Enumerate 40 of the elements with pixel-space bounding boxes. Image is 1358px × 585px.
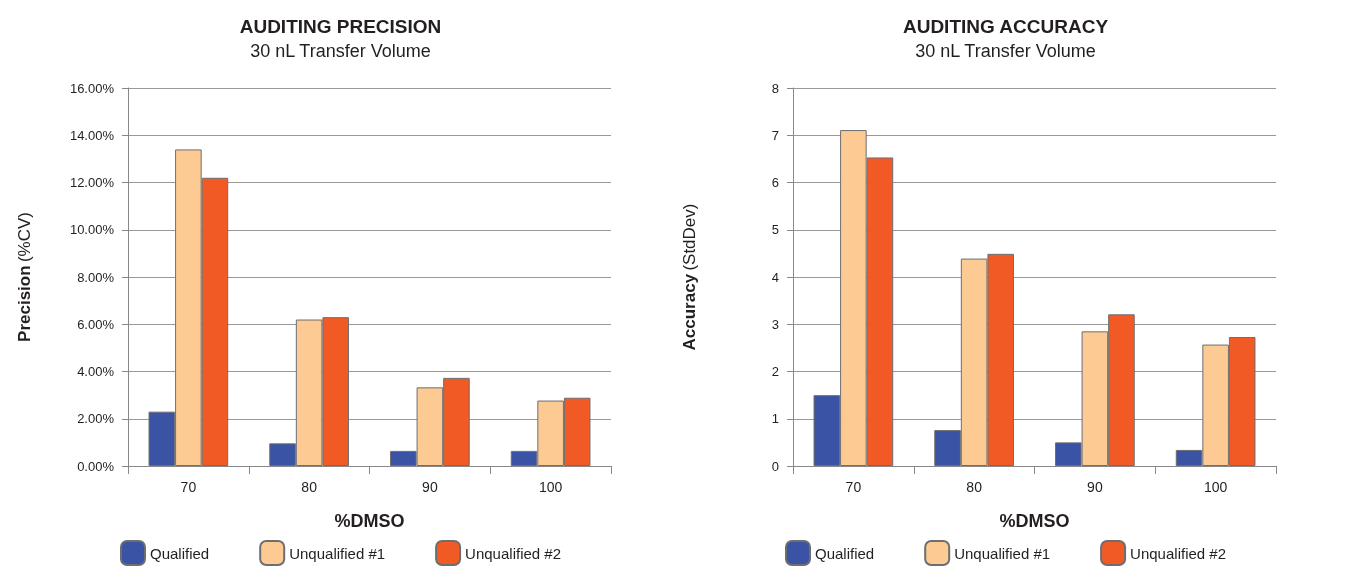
y-axis-title: Precision (%CV) — [15, 212, 34, 342]
x-axis-title: %DMSO — [999, 511, 1070, 531]
y-tick-label: 8 — [771, 80, 779, 96]
y-tick-label: 10.00% — [69, 222, 115, 238]
chart-subtitle: 30 nL Transfer Volume — [250, 41, 431, 61]
legend-label: Unqualified #2 — [465, 544, 562, 562]
x-tick-label: 100 — [538, 479, 563, 495]
y-tick-label: 8.00% — [77, 269, 115, 285]
y-tick-label: 4.00% — [77, 364, 115, 379]
x-tick-label: 80 — [966, 479, 983, 495]
y-tick-label: 7 — [771, 127, 779, 143]
chart-title: AUDITING PRECISION — [239, 16, 442, 37]
legend-label: Qualified — [815, 544, 875, 562]
chart-title: AUDITING ACCURACY — [902, 16, 1109, 37]
x-tick-label: 70 — [845, 479, 862, 495]
legend-label: Unqualified #1 — [289, 544, 386, 562]
y-tick-label: 0 — [771, 458, 779, 474]
y-tick-label: 5 — [771, 222, 779, 238]
y-tick-label: 6 — [771, 175, 779, 190]
x-tick-label: 70 — [180, 479, 197, 495]
y-tick-label: 2.00% — [77, 411, 115, 427]
y-tick-label: 0.00% — [77, 458, 115, 474]
x-tick-label: 100 — [1203, 479, 1228, 495]
x-axis-title: %DMSO — [334, 511, 405, 531]
y-axis-title: Accuracy (StdDev) — [680, 203, 699, 351]
y-tick-label: 3 — [771, 316, 779, 332]
y-tick-label: 12.00% — [69, 175, 115, 190]
x-tick-label: 90 — [1087, 479, 1103, 495]
legend-label: Unqualified #2 — [1130, 544, 1227, 562]
x-tick-label: 80 — [301, 479, 318, 495]
x-tick-label: 90 — [422, 479, 438, 495]
y-tick-label: 16.00% — [69, 80, 115, 96]
y-tick-label: 4 — [771, 269, 779, 285]
y-tick-label: 6.00% — [77, 316, 115, 332]
chart-subtitle: 30 nL Transfer Volume — [915, 41, 1096, 61]
y-tick-label: 2 — [771, 364, 779, 379]
y-tick-label: 14.00% — [69, 127, 115, 143]
legend-label: Unqualified #1 — [954, 544, 1051, 562]
y-tick-label: 1 — [771, 411, 779, 427]
legend-label: Qualified — [150, 544, 210, 562]
